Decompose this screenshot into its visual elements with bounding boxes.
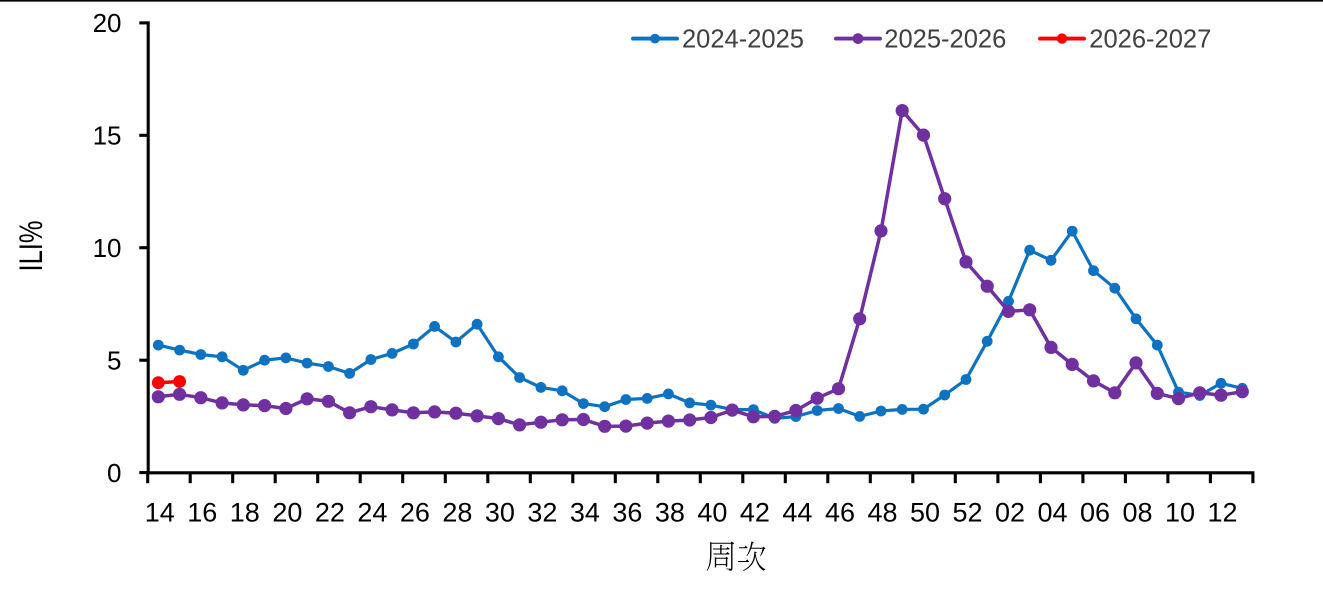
svg-text:02: 02 xyxy=(995,498,1025,528)
svg-text:46: 46 xyxy=(825,498,855,528)
svg-text:38: 38 xyxy=(655,498,685,528)
svg-text:20: 20 xyxy=(272,498,302,528)
svg-text:30: 30 xyxy=(485,498,515,528)
svg-text:22: 22 xyxy=(315,498,345,528)
svg-text:15: 15 xyxy=(93,121,122,151)
svg-text:06: 06 xyxy=(1080,498,1110,528)
svg-text:26: 26 xyxy=(400,498,430,528)
svg-text:12: 12 xyxy=(1207,498,1237,528)
svg-text:28: 28 xyxy=(442,498,472,528)
svg-text:50: 50 xyxy=(910,498,940,528)
svg-text:42: 42 xyxy=(740,498,770,528)
svg-text:36: 36 xyxy=(612,498,642,528)
svg-text:0: 0 xyxy=(107,458,121,488)
svg-text:10: 10 xyxy=(1165,498,1195,528)
svg-text:5: 5 xyxy=(107,345,121,375)
svg-text:2024-2025: 2024-2025 xyxy=(682,25,804,53)
svg-text:08: 08 xyxy=(1122,498,1152,528)
svg-text:44: 44 xyxy=(782,498,812,528)
svg-text:34: 34 xyxy=(570,498,600,528)
svg-text:2026-2027: 2026-2027 xyxy=(1089,25,1211,53)
svg-text:20: 20 xyxy=(93,8,122,38)
svg-text:40: 40 xyxy=(697,498,727,528)
svg-text:32: 32 xyxy=(527,498,557,528)
svg-text:2025-2026: 2025-2026 xyxy=(884,25,1006,53)
svg-text:48: 48 xyxy=(867,498,897,528)
svg-text:14: 14 xyxy=(145,498,175,528)
svg-text:ILI%: ILI% xyxy=(13,221,49,272)
svg-text:04: 04 xyxy=(1037,498,1067,528)
svg-text:24: 24 xyxy=(357,498,387,528)
svg-text:18: 18 xyxy=(230,498,260,528)
svg-text:16: 16 xyxy=(187,498,217,528)
svg-text:52: 52 xyxy=(952,498,982,528)
svg-text:10: 10 xyxy=(93,233,122,263)
